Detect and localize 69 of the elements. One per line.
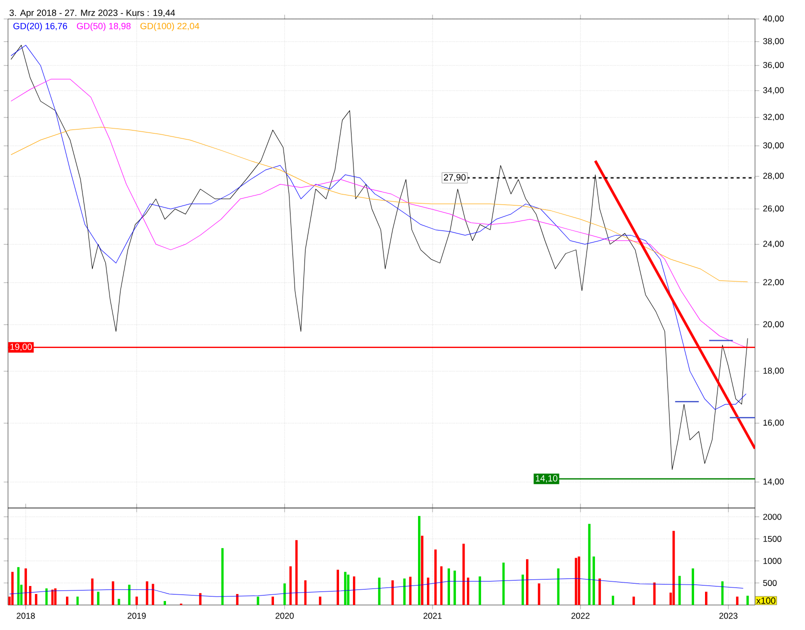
x-tick-label: 2023 <box>719 612 738 619</box>
bar <box>592 556 595 605</box>
bar <box>421 536 424 605</box>
bar <box>54 588 57 605</box>
text: GD(50) 18,98 <box>76 22 131 32</box>
annotation: 14,10 <box>536 475 558 483</box>
y-tick-label: 32,00 <box>763 114 784 121</box>
y-tick-label: 30,00 <box>763 142 784 150</box>
bar <box>440 566 443 605</box>
x-tick-label: 2020 <box>276 612 294 619</box>
x-tick-label: 2018 <box>16 612 35 619</box>
x-tick-label: 2021 <box>424 612 442 619</box>
text: GD(100) 22,04 <box>140 22 200 32</box>
y-tick-label: 22,00 <box>763 279 784 286</box>
y-axis-title: x100 <box>756 597 776 604</box>
bar <box>705 592 708 605</box>
bar <box>236 594 238 605</box>
y-tick-label: 20,00 <box>763 321 784 328</box>
x-tick-label: 2019 <box>128 612 146 619</box>
chart-title: 3. Apr 2018 - 27. Mrz 2023 - Kurs : 19,44 <box>10 10 176 18</box>
bar <box>426 578 430 605</box>
y-tick-label: 1000 <box>763 558 782 564</box>
bar <box>598 578 601 605</box>
bar <box>347 574 350 605</box>
bar <box>454 570 456 605</box>
bar <box>391 580 394 605</box>
y-tick-label: 38,00 <box>763 38 784 46</box>
bar <box>24 568 27 605</box>
bar <box>91 578 94 605</box>
bar <box>344 572 346 605</box>
bar <box>34 594 38 605</box>
annotation: 27,90 <box>444 174 466 182</box>
y-tick-label: 14,00 <box>763 478 784 486</box>
ref-line-label: 19,00 <box>10 344 32 352</box>
bar <box>29 586 32 605</box>
bar <box>66 596 68 605</box>
bar <box>272 596 274 605</box>
bar <box>409 576 412 605</box>
bar <box>199 593 202 605</box>
y-tick-label: 16,00 <box>763 420 784 427</box>
y-tick-label: 28,00 <box>763 172 784 180</box>
bar <box>448 568 450 605</box>
bar <box>678 576 681 605</box>
bar <box>588 524 591 605</box>
y-tick-label: 36,00 <box>763 62 784 69</box>
bar <box>97 592 100 605</box>
y-tick-label: 1500 <box>763 536 782 542</box>
y-tick-label: 24,00 <box>763 240 784 248</box>
x-tick-label: 2022 <box>571 612 590 619</box>
y-tick-label: 40,00 <box>763 15 784 22</box>
y-tick-label: 26,00 <box>763 205 784 212</box>
bar <box>336 570 340 605</box>
y-tick-label: 18,00 <box>763 368 784 375</box>
bar <box>736 596 738 605</box>
text: GD(20) 16,76 <box>13 22 68 32</box>
bar <box>462 544 465 605</box>
bar <box>318 596 322 605</box>
y-tick-label: 500 <box>763 580 777 586</box>
bar <box>283 583 286 605</box>
bar <box>746 596 749 605</box>
bar <box>632 596 635 605</box>
bar <box>378 578 380 605</box>
bar <box>526 559 528 605</box>
y-tick-label: 2000 <box>763 514 782 520</box>
y-tick-label: 34,00 <box>763 87 784 94</box>
bar <box>653 582 656 605</box>
bar <box>418 516 420 605</box>
bar <box>672 530 675 605</box>
bar <box>478 576 482 605</box>
